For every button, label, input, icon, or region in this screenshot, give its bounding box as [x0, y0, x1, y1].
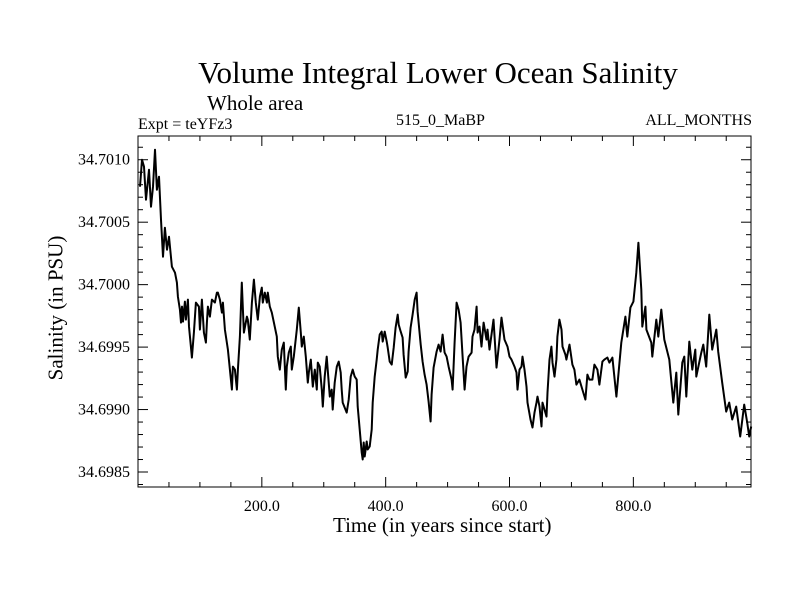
- y-tick-label: 34.7005: [78, 214, 130, 231]
- chart-subtitle: Whole area: [207, 91, 304, 115]
- y-tick-label: 34.6985: [78, 464, 130, 481]
- x-tick-label: 400.0: [368, 498, 404, 515]
- x-tick-label: 800.0: [615, 498, 651, 515]
- chart-title: Volume Integral Lower Ocean Salinity: [198, 55, 678, 90]
- x-axis-label: Time (in years since start): [333, 513, 552, 537]
- x-tick-label: 600.0: [492, 498, 528, 515]
- experiment-label: Expt = teYFz3: [138, 116, 233, 133]
- period-label: 515_0_MaBP: [396, 112, 485, 129]
- axis-ticks: 200.0 400.0 600.0 800.0 34.6985 34.6990 34.699…: [78, 136, 751, 515]
- series-group: [139, 148, 753, 461]
- months-label: ALL_MONTHS: [645, 112, 752, 129]
- y-tick-label: 34.7010: [78, 152, 130, 169]
- y-tick-label: 34.6990: [78, 402, 130, 419]
- x-tick-label: 200.0: [244, 498, 280, 515]
- plot-frame: [137, 135, 752, 488]
- series-line-salinity: [139, 148, 753, 461]
- y-tick-label: 34.6995: [78, 339, 130, 356]
- y-tick-label: 34.7000: [78, 277, 130, 294]
